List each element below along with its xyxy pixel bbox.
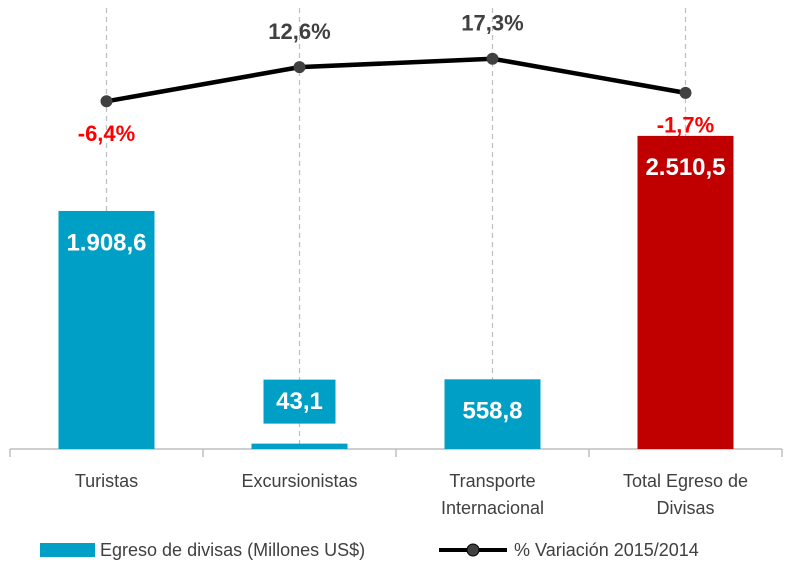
data-label: 2.510,5 — [645, 154, 725, 181]
legend-label: Egreso de divisas (Millones US$) — [100, 539, 366, 560]
line-point — [293, 61, 306, 74]
data-label: 558,8 — [462, 398, 522, 425]
data-label: 12,6% — [268, 19, 330, 44]
legend-swatch — [40, 543, 95, 558]
bar — [637, 135, 734, 449]
x-tick-label: Transporte Internacional — [440, 471, 545, 518]
label-box — [263, 379, 336, 424]
data-label: 17,3% — [461, 11, 523, 36]
legend-line: % Variación 2015/2014 — [437, 539, 699, 561]
bar — [58, 210, 155, 449]
line — [106, 56, 686, 104]
x-tick-label: Total Egreso de Divisas — [622, 471, 749, 518]
x-tick-label: Turistas — [74, 471, 139, 491]
line-point — [486, 52, 499, 65]
legend-label: % Variación 2015/2014 — [514, 539, 699, 560]
data-label: 1.908,6 — [66, 229, 146, 256]
legend-bar: Egreso de divisas (Millones US$) — [40, 539, 365, 561]
bar — [251, 443, 348, 449]
line-point — [100, 95, 113, 108]
data-label: -6,4% — [78, 121, 135, 146]
data-label: 43,1 — [276, 388, 323, 415]
line-point — [679, 86, 692, 99]
legend-swatch — [439, 543, 507, 557]
x-tick-label: Excursionistas — [241, 471, 358, 491]
bar — [444, 379, 541, 449]
data-label: -1,7% — [657, 113, 714, 138]
